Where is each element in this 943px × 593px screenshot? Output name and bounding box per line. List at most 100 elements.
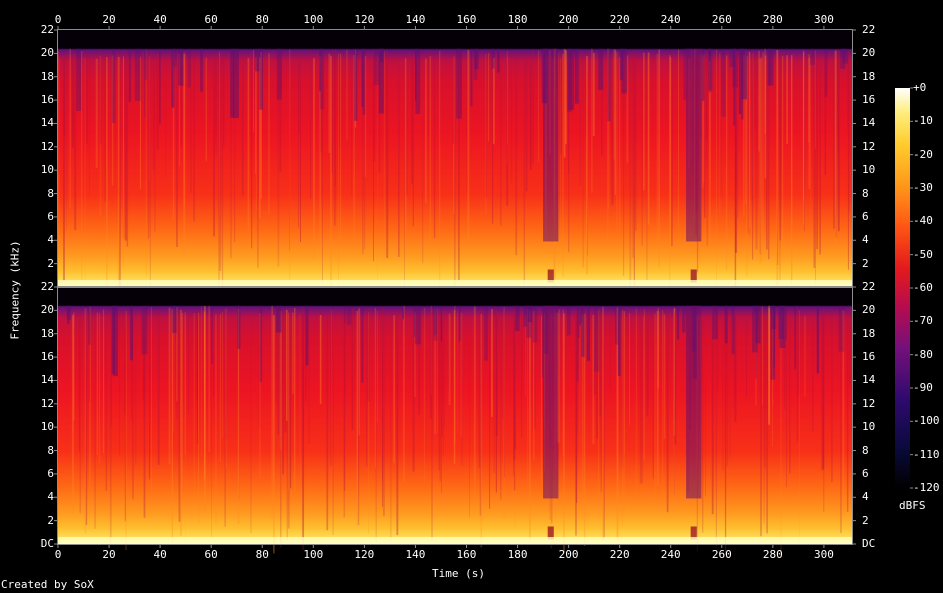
x-tick-label-top: 20 [102,13,116,26]
texture-streak [766,56,768,250]
purple-fringe [128,48,131,102]
texture-streak [603,314,605,540]
texture-streak [643,309,645,460]
texture-streak [268,52,270,215]
texture-streak [418,313,421,415]
texture-streak [563,313,565,553]
texture-streak [250,314,252,534]
texture-streak [819,56,821,255]
texture-streak [834,50,837,244]
texture-streak [219,58,222,271]
purple-fringe [778,305,784,339]
texture-streak [171,308,173,544]
texture-streak [414,312,416,398]
x-tick-label: 0 [54,548,62,561]
texture-streak [313,58,315,259]
texture-streak [173,307,175,431]
texture-streak [412,55,414,227]
texture-streak [99,55,102,216]
purple-fringe [276,305,282,333]
purple-fringe [354,48,358,121]
texture-streak [768,308,770,425]
x-tick-label-top: 240 [660,13,681,26]
x-tick-label: 40 [153,548,167,561]
texture-streak [812,308,814,432]
texture-streak [824,53,827,176]
texture-streak [119,58,121,295]
x-tick-label-top: 200 [558,13,579,26]
texture-streak [598,309,600,520]
x-tick-label: 120 [354,548,375,561]
colorbar-tick-label: -50 [913,247,933,261]
texture-streak [678,49,679,230]
texture-streak [412,311,415,472]
texture-streak [836,48,838,133]
texture-streak [422,53,424,264]
y-tick-label-right: 12 [862,396,876,410]
texture-streak [577,307,578,434]
texture-streak [84,308,87,534]
texture-streak [119,50,121,294]
colorbar-label: dBFS [899,499,926,512]
texture-streak [500,51,502,226]
texture-streak [506,53,509,206]
texture-streak [183,51,185,206]
texture-streak [453,310,456,464]
texture-streak [300,58,301,243]
texture-streak [623,311,626,512]
purple-fringe [415,48,417,101]
x-tick-label-top: 300 [813,13,834,26]
y-tick-label: 6 [47,209,54,223]
texture-streak [346,49,348,140]
above-cutoff-band [58,30,852,49]
purple-fringe [527,305,533,323]
texture-streak [760,306,762,537]
texture-streak [215,53,217,139]
plot-frame [57,286,853,545]
texture-streak [563,48,566,158]
purple-fringe [621,48,627,94]
texture-streak [200,305,202,457]
purple-fringe [809,48,815,65]
texture-streak [448,310,449,391]
y-tick-label: 12 [40,396,54,410]
texture-streak [614,49,616,195]
texture-streak [593,314,596,395]
purple-fringe [88,305,91,345]
above-cutoff-band [58,287,852,306]
purple-fringe [361,305,364,383]
texture-streak [513,309,516,461]
texture-streak [613,49,616,160]
purple-fringe [682,305,686,333]
texture-streak [568,58,569,174]
texture-streak [755,312,757,406]
purple-fringe [708,48,711,62]
texture-streak [286,312,288,541]
texture-streak [354,49,357,128]
texture-streak [779,52,781,241]
texture-streak [454,53,456,293]
texture-streak [124,311,126,522]
texture-streak [734,48,736,287]
texture-streak [729,311,731,459]
texture-streak [271,305,273,519]
texture-streak [674,314,675,495]
purple-fringe [740,48,744,120]
texture-streak [247,57,250,230]
texture-streak [353,54,355,245]
texture-streak [816,54,818,250]
texture-streak [157,309,160,465]
texture-streak [104,54,106,202]
texture-streak [618,57,621,229]
texture-streak [425,58,427,204]
texture-streak [540,315,542,482]
y-tick-label: 22 [40,280,54,293]
texture-streak [453,56,455,215]
purple-fringe [683,48,687,101]
texture-streak [641,54,643,246]
texture-streak [599,311,601,417]
texture-streak [98,313,101,464]
texture-streak [176,307,178,402]
texture-streak [565,50,567,145]
